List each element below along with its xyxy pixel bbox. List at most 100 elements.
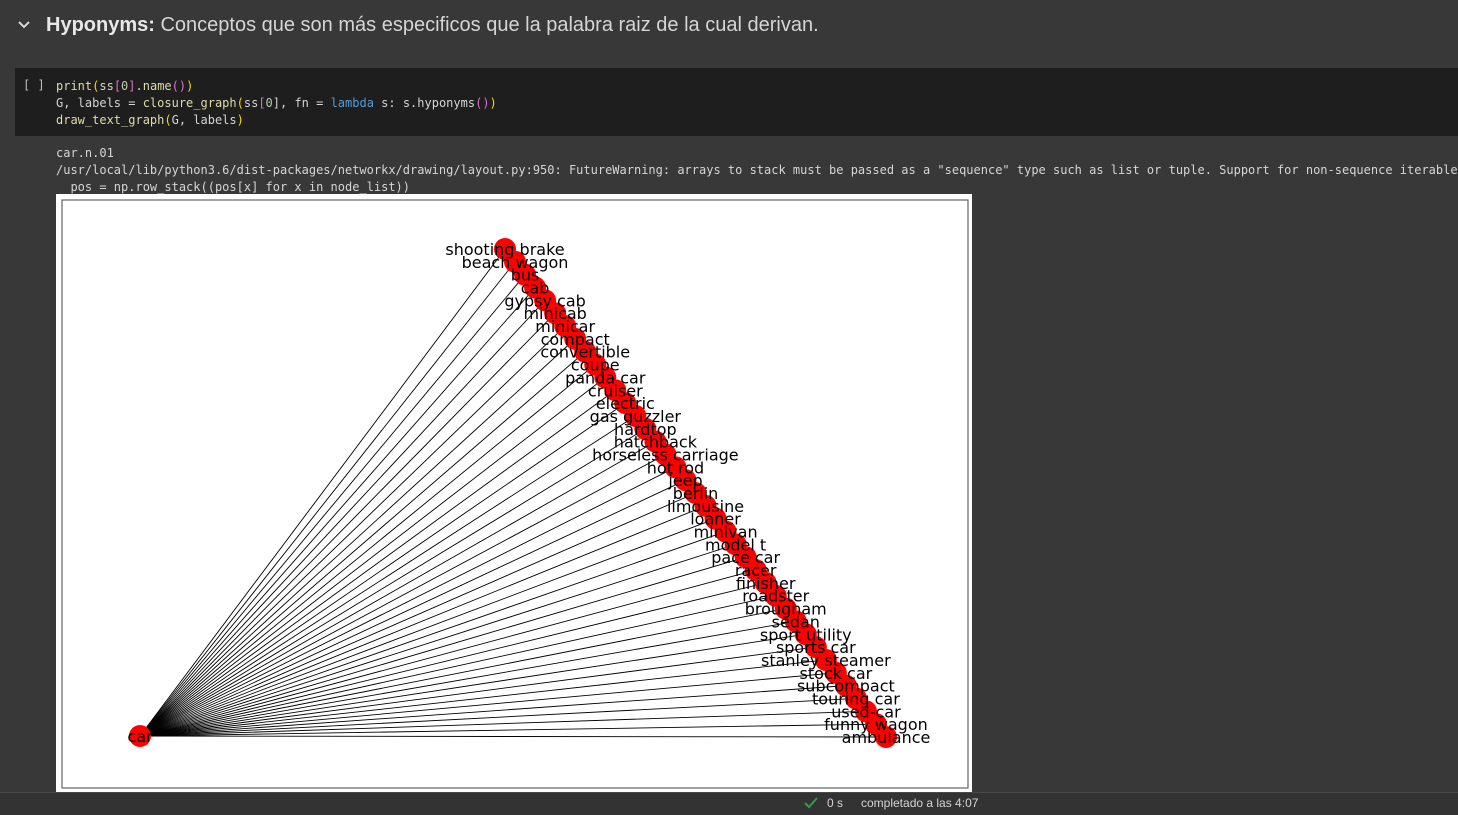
graph-edge [139,415,636,737]
graph-label-hot_rod: hot rod [647,458,704,477]
graph-edge [139,569,756,737]
code-token: G, labels [171,113,237,127]
graph-edge [139,389,616,737]
section-title: Hyponyms: Conceptos que son más especifi… [46,14,819,37]
graph-label-finisher: finisher [736,574,796,593]
graph-edge [139,595,776,737]
warning-line: pos = np.row_stack((pos[x] for x in node… [56,180,411,194]
code-cell[interactable]: [ ] print(ss[0].name()) G, labels = closu… [15,68,1458,136]
graph-edge [139,300,546,737]
graph-edge [139,518,716,737]
graph-edge [139,479,686,737]
graph-edge [139,531,726,737]
graph-label-loaner: loaner [690,510,741,529]
graph-label-horseless_carriage: horseless carriage [592,445,738,464]
graph-label-brougham: brougham [745,600,827,619]
graph-edge [139,620,796,737]
graph-edge [139,582,766,737]
graph-label-stock_car: stock car [800,664,873,683]
graph-label-sedan: sedan [772,612,820,631]
graph-label-funny_wagon: funny wagon [824,715,928,734]
graph-label-minicar: minicar [535,317,595,336]
code-token: draw_text_graph [56,113,165,127]
graph-label-minivan: minivan [694,523,758,542]
graph-edge [139,274,526,737]
code-token: ( [164,113,172,127]
graph-node-ambulance [875,726,897,748]
graph-edge [139,261,516,737]
graph-edge [139,377,606,737]
code-token: print [56,79,93,93]
status-bar: 0 s completado a las 4:07 [0,792,1458,815]
graph-edge [139,428,646,737]
graph-edge [139,402,626,737]
graph-label-shooting_brake: shooting brake [445,240,564,259]
graph-edge [139,659,826,737]
code-token: ss [243,96,259,110]
graph-edge [139,492,696,737]
section-title-bold: Hyponyms: [46,14,155,36]
graph-label-racer: racer [735,561,777,580]
graph-edge [139,325,566,737]
code-token: G, labels = [56,96,143,110]
run-cell-button[interactable]: [ ] [23,78,45,92]
code-token: ], fn = [272,96,331,110]
graph-label-subcompact: subcompact [797,677,895,696]
chevron-down-icon[interactable] [14,14,34,36]
warning-line: /usr/local/lib/python3.6/dist-packages/n… [56,163,1458,177]
graph-label-sports_car: sports car [776,638,856,657]
graph-edge [139,556,746,737]
graph-label-minicab: minicab [523,304,586,323]
code-token: 0 [121,79,129,93]
graph-label-berlin: berlin [673,484,719,503]
code-token: [ [258,96,266,110]
graph-edge [139,466,676,737]
graph-label-gas_guzzler: gas guzzler [590,407,682,426]
graph-edge [139,441,656,737]
code-token: ss [99,79,114,93]
graph-label-pace_car: pace car [711,548,780,567]
graph-edge [139,505,706,737]
code-editor[interactable]: print(ss[0].name()) G, labels = closure_g… [56,78,497,129]
graph-edge [139,351,586,737]
graph-edge [139,633,806,737]
graph-edge [139,364,596,737]
graph-label-hardtop: hardtop [614,420,677,439]
graph-label-gypsy_cab: gypsy cab [504,291,585,310]
graph-edge [139,312,556,737]
graph-label-panda_car: panda car [565,368,646,387]
graph-label-beach_wagon: beach wagon [462,253,569,272]
code-line-2: G, labels = closure_graph(ss[0], fn = la… [56,95,497,112]
graph-label-stanley_steamer: stanley steamer [761,651,891,670]
graph-edge [139,672,836,737]
graph-label-model_t: model t [705,535,766,554]
graph-label-used-car: used-car [831,702,901,721]
graph-figure: car shooting brake beach wagon bus cab gypsy … [56,194,972,792]
graph-edge [139,685,846,737]
section-header: Hyponyms: Conceptos que son más especifi… [0,0,1458,56]
code-token: ) [186,79,194,93]
graph-label-hatchback: hatchback [614,433,698,452]
check-icon [803,796,819,813]
graph-edge [139,543,736,737]
graph-label-car: car [127,727,153,746]
graph-label-cruiser: cruiser [588,381,643,400]
graph-label-sport_utility: sport utility [760,625,852,644]
code-token: [ [113,79,122,93]
graph-label-jeep: jeep [667,471,702,490]
section-title-text: Conceptos que son más especificos que la… [154,14,819,36]
code-token: ( [92,79,100,93]
graph-edge [139,454,666,737]
code-token: () [171,79,187,93]
code-token: lambda [330,96,374,110]
cell-output: car.n.01/usr/local/lib/python3.6/dist-pa… [56,145,1458,196]
code-token: ) [489,96,497,110]
graph-node-car [129,725,151,747]
code-token: ) [236,113,244,127]
graph-edge [139,723,876,737]
output-line: car.n.01 [56,146,114,160]
graph-label-cab: cab [521,279,550,298]
graph-label-roadster: roadster [742,587,809,606]
graph-edge [139,698,856,737]
